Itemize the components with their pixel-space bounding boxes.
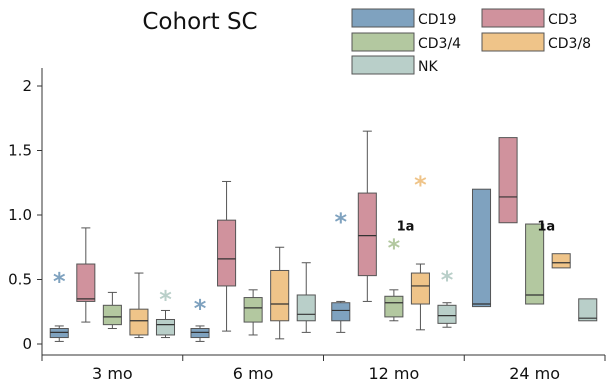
outlier-marker: * bbox=[194, 295, 207, 323]
outlier-marker: * bbox=[414, 171, 427, 199]
x-category-label: 24 mo bbox=[509, 364, 560, 383]
box-iqr bbox=[129, 308, 149, 336]
legend-label: CD3/4 bbox=[418, 36, 461, 52]
x-category-label: 3 mo bbox=[92, 364, 133, 383]
x-category-label: 6 mo bbox=[233, 364, 274, 383]
annotation-label: 1a bbox=[397, 219, 415, 234]
box-nk-0 bbox=[155, 309, 176, 339]
box-nk-1 bbox=[296, 262, 316, 333]
box-iqr bbox=[437, 304, 457, 324]
box-iqr bbox=[525, 223, 545, 305]
box-cd19-0 bbox=[49, 325, 69, 342]
legend-label: CD3/8 bbox=[548, 36, 591, 52]
box-iqr bbox=[578, 298, 598, 322]
outlier-marker: * bbox=[388, 234, 401, 262]
legend-label: CD3 bbox=[548, 12, 577, 28]
box-iqr bbox=[270, 269, 290, 322]
box-iqr bbox=[217, 219, 237, 287]
box-cd19-1 bbox=[190, 325, 210, 342]
box-cd3-8-3 bbox=[551, 253, 571, 269]
box-cd3-4-1 bbox=[243, 289, 263, 336]
y-tick-label: 2 bbox=[22, 77, 32, 95]
box-cd3-1 bbox=[217, 180, 237, 332]
axes: 0 0.5 1.0 1.5 2 3 mo 6 mo 12 mo 24 mo bbox=[8, 68, 606, 383]
y-tick-label: 1.5 bbox=[8, 142, 32, 160]
box-iqr bbox=[410, 272, 430, 305]
legend-label: NK bbox=[418, 59, 438, 75]
box-cd3-3 bbox=[498, 137, 518, 224]
box-cd3-8-1 bbox=[270, 246, 290, 340]
legend-item: CD19 bbox=[351, 8, 456, 28]
box-cd3-4-2 bbox=[384, 289, 404, 322]
box-iqr bbox=[551, 253, 571, 269]
legend-item: NK bbox=[351, 55, 438, 75]
x-category-label: 12 mo bbox=[368, 364, 419, 383]
box-iqr bbox=[331, 302, 351, 322]
box-cd3-8-2 bbox=[410, 263, 430, 331]
box-cd3-4-0 bbox=[102, 291, 122, 330]
legend-swatch bbox=[351, 8, 415, 28]
box-nk-3 bbox=[578, 298, 598, 322]
legend-label: CD19 bbox=[418, 12, 456, 28]
box-iqr bbox=[49, 328, 69, 339]
box-cd3-8-0 bbox=[129, 272, 149, 339]
outlier-marker: * bbox=[441, 266, 454, 294]
box-cd3-4-3 bbox=[525, 223, 545, 305]
box-cd3-2 bbox=[357, 130, 377, 302]
box-iqr bbox=[471, 188, 492, 308]
box-iqr bbox=[296, 294, 316, 322]
box-iqr bbox=[76, 263, 96, 302]
box-iqr bbox=[384, 295, 404, 318]
legend-swatch bbox=[481, 32, 545, 52]
legend-swatch bbox=[351, 32, 415, 52]
legend-item: CD3/8 bbox=[481, 32, 591, 52]
box-cd19-2 bbox=[331, 300, 351, 333]
legend-item: CD3 bbox=[481, 8, 577, 28]
legend: CD19 CD3 CD3/4 CD3/8 NK bbox=[351, 8, 591, 75]
box-iqr bbox=[498, 137, 518, 224]
y-tick-label: 0 bbox=[22, 335, 32, 353]
outlier-marker: * bbox=[53, 268, 66, 296]
box-iqr bbox=[155, 318, 176, 336]
legend-swatch bbox=[351, 55, 415, 75]
outlier-marker: * bbox=[334, 208, 347, 236]
legend-swatch bbox=[481, 8, 545, 28]
y-tick-label: 1.0 bbox=[8, 206, 32, 224]
box-iqr bbox=[357, 192, 377, 277]
box-cd3-0 bbox=[76, 227, 96, 323]
y-tick-label: 0.5 bbox=[8, 271, 32, 289]
plot-area: *******1a 1a bbox=[49, 130, 598, 342]
legend-item: CD3/4 bbox=[351, 32, 461, 52]
box-cd19-3 bbox=[471, 188, 492, 308]
outlier-marker: * bbox=[159, 286, 172, 314]
box-nk-2 bbox=[437, 302, 457, 328]
box-iqr bbox=[243, 297, 263, 323]
box-iqr bbox=[190, 328, 210, 339]
annotation-label: 1a bbox=[537, 219, 555, 234]
box-iqr bbox=[102, 304, 122, 326]
chart-title: Cohort SC bbox=[142, 9, 257, 35]
